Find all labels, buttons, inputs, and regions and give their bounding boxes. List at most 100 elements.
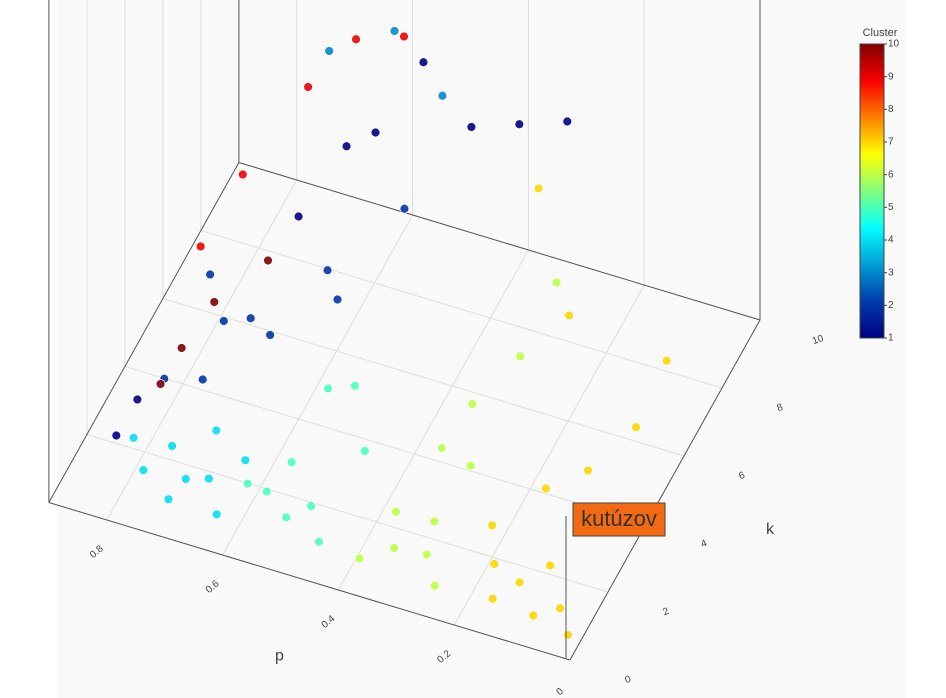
colorbar [859,43,885,339]
point [128,432,139,443]
point [211,509,222,520]
point [197,374,208,385]
y-tick-label: 4 [700,538,709,550]
point [437,90,448,101]
point [138,465,149,476]
y-axis-label: k [766,521,775,538]
point [515,351,526,362]
point [286,457,297,468]
point [111,430,122,441]
point [563,630,573,640]
colorbar-tick-label: 1 [888,333,894,344]
point [293,211,304,222]
point [180,474,191,484]
point [429,580,440,591]
scene-background [57,0,907,698]
point [390,506,401,517]
point [551,277,562,288]
point [155,379,166,389]
point [322,265,333,276]
axis-line [238,162,761,321]
point [429,516,440,527]
point [209,297,220,307]
colorbar-ticks: 1 2 3 4 5 6 7 8 9 10 [884,39,900,344]
point [281,512,292,523]
point [487,520,498,531]
point [242,478,253,489]
colorbar-tick-label: 10 [888,39,900,50]
point [465,460,476,471]
point [541,483,551,494]
axis-line [48,162,240,503]
point [399,31,409,42]
grid-line [162,298,685,457]
y-tick-label: 0 [624,674,633,686]
point [351,34,361,45]
colorbar-title: Cluster [863,27,898,39]
point [528,610,539,621]
point [487,593,498,604]
point [533,183,544,194]
point [359,446,370,456]
point [324,46,335,56]
colorbar-tick-label: 6 [888,169,894,180]
axis-line [569,319,761,661]
point [631,422,641,433]
point [555,603,565,614]
colorbar-tick-label: 9 [888,71,894,82]
point [389,26,400,36]
colorbar-tick-label: 5 [888,202,894,213]
point [203,473,214,484]
point [245,313,256,324]
y-tick-label: 8 [776,402,785,414]
point [467,399,478,409]
point [354,553,365,564]
point [240,455,251,466]
point [436,443,447,453]
grid-line [222,214,414,556]
hover-text: kutúzov [581,506,657,531]
point [195,241,206,252]
point [514,119,525,130]
point [167,441,178,451]
y-tick-label: 2 [662,606,671,618]
colorbar-tick-label: 7 [888,137,894,148]
colorbar-tick-label: 8 [888,104,894,115]
point [263,255,273,266]
grid-line [200,230,723,389]
grid-line [337,249,529,591]
axis-line [48,502,571,661]
point [545,560,555,571]
point [349,380,360,391]
grid-line [124,366,647,525]
point [370,127,381,138]
point [163,494,174,505]
point [421,549,432,560]
point [399,203,410,214]
point [205,269,216,280]
point [418,57,429,68]
point [341,141,352,152]
x-tick-label: 0 [554,686,566,698]
grid [48,0,761,661]
grid-line [106,179,298,521]
point [132,394,143,405]
point [237,169,248,180]
y-tick-label: 10 [811,333,826,347]
grid-line [86,434,609,593]
point [306,501,316,511]
point [323,383,333,394]
point [176,343,187,353]
point [583,465,593,476]
point [261,486,272,497]
point [562,116,573,127]
point [489,559,500,569]
colorbar-tick-label: 2 [888,300,894,311]
points [111,26,672,640]
colorbar-tick-label: 4 [888,235,894,246]
point [514,577,525,588]
point [218,316,229,326]
y-tick-label: 6 [738,470,747,482]
